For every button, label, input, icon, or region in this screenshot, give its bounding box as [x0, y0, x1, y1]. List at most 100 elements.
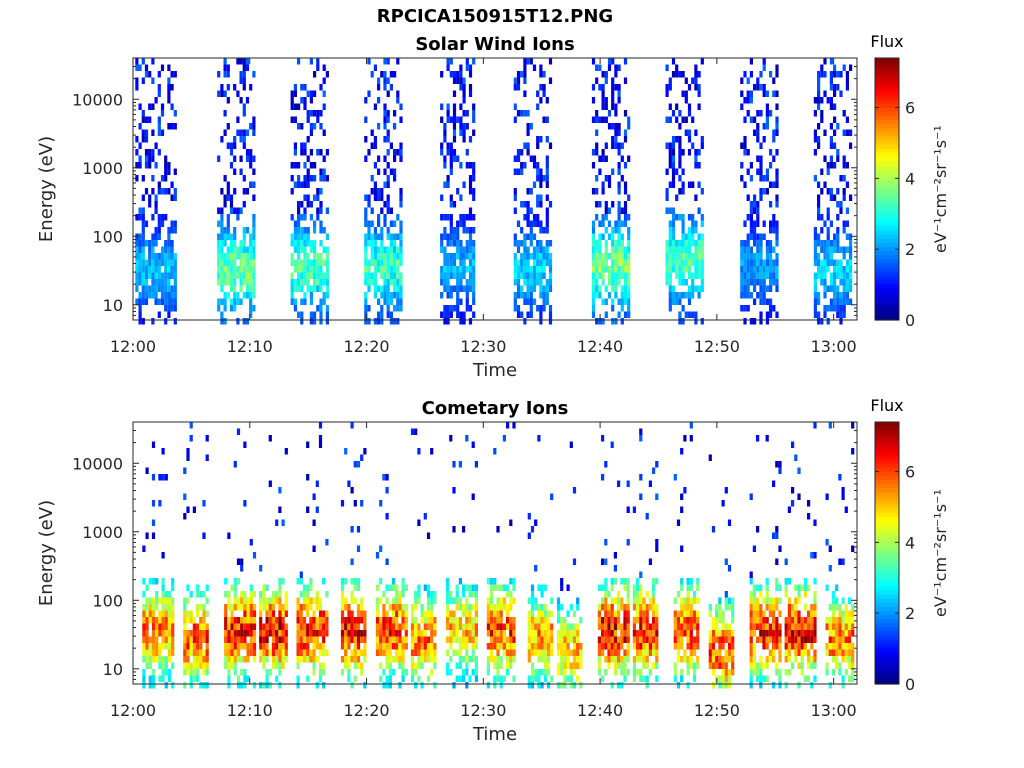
heatmap-cell — [694, 311, 698, 318]
heatmap-cell — [620, 662, 624, 669]
heatmap-cell — [675, 259, 679, 266]
heatmap-cell — [386, 149, 390, 156]
heatmap-cell — [676, 617, 681, 624]
heatmap-cell — [838, 623, 842, 630]
heatmap-cell — [316, 259, 320, 266]
heatmap-cell — [681, 292, 685, 299]
heatmap-cell — [607, 279, 612, 286]
heatmap-cell — [627, 116, 631, 123]
heatmap-cell — [762, 298, 766, 305]
heatmap-cell — [344, 617, 348, 624]
heatmap-cell — [813, 305, 817, 312]
heatmap-cell — [696, 578, 700, 585]
heatmap-cell — [513, 253, 517, 260]
heatmap-cell — [275, 630, 279, 637]
heatmap-cell — [459, 259, 463, 266]
heatmap-cell — [566, 584, 570, 591]
heatmap-cell — [224, 623, 228, 630]
heatmap-cell — [141, 285, 145, 292]
heatmap-cell — [762, 64, 766, 71]
heatmap-cell — [367, 272, 371, 279]
colorbar-segment — [875, 540, 899, 546]
heatmap-cell — [420, 656, 424, 663]
heatmap-cell — [499, 643, 503, 650]
heatmap-cell — [686, 662, 690, 669]
heatmap-cell — [759, 233, 763, 240]
heatmap-cell — [151, 233, 155, 240]
heatmap-cell — [692, 591, 697, 598]
heatmap-cell — [309, 630, 313, 637]
heatmap-cell — [293, 285, 297, 292]
heatmap-cell — [262, 630, 266, 637]
heatmap-cell — [202, 656, 206, 663]
heatmap-cell — [700, 246, 704, 253]
heatmap-cell — [542, 116, 546, 123]
heatmap-cell — [249, 636, 253, 643]
heatmap-cell — [826, 285, 830, 292]
heatmap-cell — [173, 194, 177, 201]
heatmap-cell — [236, 675, 241, 682]
heatmap-cell — [167, 123, 171, 130]
heatmap-cell — [817, 311, 821, 318]
heatmap-cell — [344, 636, 348, 643]
heatmap-cell — [364, 97, 368, 104]
heatmap-cell — [678, 188, 682, 195]
heatmap-cell — [697, 266, 701, 273]
heatmap-cell — [607, 272, 612, 279]
heatmap-cell — [845, 71, 849, 78]
heatmap-cell — [543, 656, 547, 663]
heatmap-cell — [367, 240, 371, 247]
heatmap-cell — [724, 623, 728, 630]
heatmap-cell — [364, 272, 368, 279]
heatmap-cell — [433, 623, 437, 630]
heatmap-cell — [141, 136, 145, 143]
heatmap-cell — [687, 129, 692, 136]
heatmap-cell — [303, 266, 307, 273]
heatmap-cell — [715, 630, 719, 637]
heatmap-cell — [642, 643, 646, 650]
heatmap-cell — [842, 110, 846, 117]
heatmap-cell — [539, 175, 543, 182]
heatmap-cell — [300, 227, 304, 234]
heatmap-cell — [144, 240, 149, 247]
heatmap-cell — [520, 162, 524, 169]
heatmap-cell — [252, 272, 256, 279]
heatmap-cell — [601, 474, 605, 481]
heatmap-cell — [293, 279, 297, 286]
heatmap-cell — [668, 84, 672, 91]
heatmap-cell — [306, 610, 310, 617]
colorbar-segment — [875, 82, 899, 88]
heatmap-cell — [696, 610, 700, 617]
heatmap-cell — [284, 643, 288, 650]
heatmap-cell — [686, 584, 690, 591]
heatmap-cell — [449, 227, 453, 234]
heatmap-cell — [426, 675, 431, 682]
heatmap-cell — [513, 272, 517, 279]
heatmap-cell — [322, 298, 326, 305]
heatmap-cell — [611, 142, 615, 149]
heatmap-cell — [849, 259, 853, 266]
heatmap-cell — [414, 591, 418, 598]
heatmap-cell — [385, 649, 389, 656]
heatmap-cell — [360, 617, 364, 624]
heatmap-cell — [353, 649, 357, 656]
heatmap-cell — [148, 597, 152, 604]
heatmap-cell — [296, 656, 300, 663]
heatmap-cell — [844, 610, 848, 617]
heatmap-cell — [516, 279, 521, 286]
heatmap-cell — [299, 617, 303, 624]
heatmap-cell — [151, 643, 156, 650]
heatmap-cell — [611, 201, 615, 208]
heatmap-cell — [604, 285, 608, 292]
heatmap-cell — [167, 162, 171, 169]
heatmap-cell — [743, 246, 747, 253]
heatmap-cell — [398, 643, 402, 650]
heatmap-cell — [493, 584, 497, 591]
heatmap-cell — [199, 649, 203, 656]
heatmap-cell — [459, 214, 463, 221]
heatmap-cell — [847, 662, 852, 669]
heatmap-cell — [614, 318, 618, 325]
heatmap-cell — [350, 578, 354, 585]
heatmap-cell — [753, 253, 757, 260]
heatmap-cell — [389, 253, 393, 260]
